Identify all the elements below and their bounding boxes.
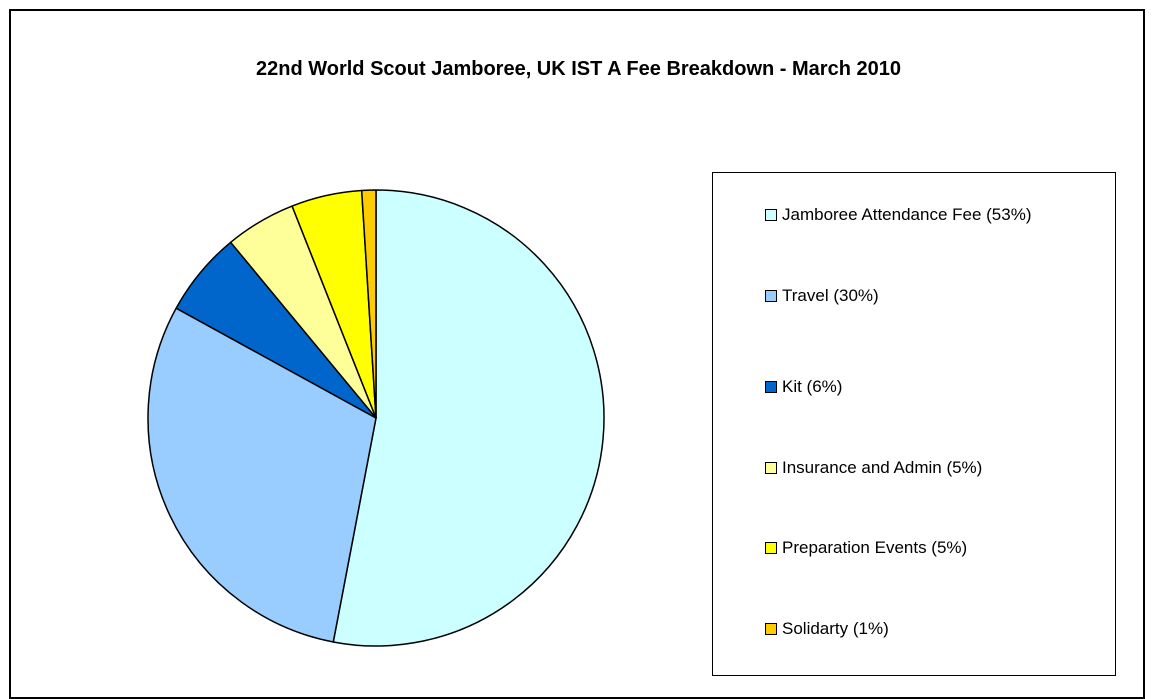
- legend-swatch: [765, 623, 777, 635]
- legend-label: Insurance and Admin (5%): [782, 458, 982, 478]
- legend-swatch: [765, 462, 777, 474]
- legend-label: Travel (30%): [782, 286, 879, 306]
- legend-label: Jamboree Attendance Fee (53%): [782, 205, 1031, 225]
- legend-item-insurance-and-admin: Insurance and Admin (5%): [765, 458, 982, 478]
- legend-item-jamboree-attendance-fee: Jamboree Attendance Fee (53%): [765, 205, 1031, 225]
- legend-swatch: [765, 290, 777, 302]
- legend-label: Preparation Events (5%): [782, 538, 967, 558]
- legend-label: Solidarty (1%): [782, 619, 889, 639]
- legend-item-travel: Travel (30%): [765, 286, 879, 306]
- legend-item-preparation-events: Preparation Events (5%): [765, 538, 967, 558]
- legend-swatch: [765, 542, 777, 554]
- legend-item-solidarity: Solidarty (1%): [765, 619, 889, 639]
- chart-legend: Jamboree Attendance Fee (53%) Travel (30…: [712, 172, 1116, 676]
- legend-label: Kit (6%): [782, 377, 842, 397]
- legend-swatch: [765, 209, 777, 221]
- legend-swatch: [765, 381, 777, 393]
- legend-item-kit: Kit (6%): [765, 377, 842, 397]
